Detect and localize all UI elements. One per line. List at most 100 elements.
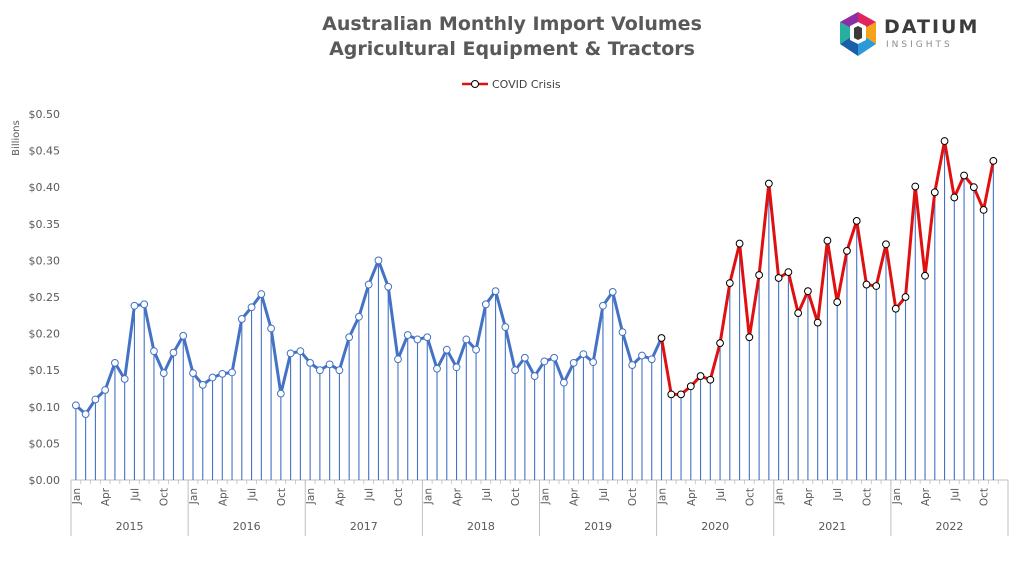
x-month-label: Jul bbox=[247, 488, 259, 502]
data-point-covid bbox=[823, 236, 832, 245]
data-point bbox=[423, 333, 432, 342]
x-year-label: 2019 bbox=[584, 520, 612, 533]
x-month-label: Jan bbox=[539, 488, 551, 505]
data-point bbox=[462, 335, 471, 344]
data-point bbox=[452, 363, 461, 372]
legend-covid-marker-icon bbox=[462, 80, 488, 88]
x-year-label: 2018 bbox=[467, 520, 495, 533]
data-point-covid bbox=[979, 205, 988, 214]
x-month-label: Jul bbox=[949, 488, 961, 502]
x-month-label: Apr bbox=[334, 487, 346, 506]
data-point bbox=[159, 369, 168, 378]
data-point bbox=[540, 357, 549, 366]
y-tick-label: $0.20 bbox=[29, 328, 61, 341]
data-point bbox=[198, 380, 207, 389]
y-tick-label: $0.00 bbox=[29, 474, 61, 487]
data-point-covid bbox=[921, 271, 929, 280]
data-point-covid bbox=[794, 309, 803, 318]
data-point-covid bbox=[804, 287, 812, 296]
logo-mark-icon bbox=[840, 12, 876, 56]
data-point bbox=[130, 301, 139, 310]
data-point bbox=[81, 410, 90, 419]
data-point bbox=[579, 350, 588, 358]
legend: COVID Crisis bbox=[462, 76, 561, 92]
x-month-label: Jul bbox=[832, 488, 844, 502]
x-year-label: 2015 bbox=[116, 520, 144, 533]
x-month-label: Oct bbox=[979, 488, 991, 506]
data-point-covid bbox=[989, 156, 998, 165]
data-point bbox=[247, 303, 256, 312]
data-point-covid bbox=[764, 179, 773, 188]
y-tick-label: $0.25 bbox=[29, 291, 61, 304]
data-point-covid bbox=[774, 274, 783, 282]
data-point bbox=[442, 345, 451, 354]
data-point-covid bbox=[950, 193, 959, 202]
legend-label: COVID Crisis bbox=[492, 77, 561, 91]
x-year-label: 2021 bbox=[818, 520, 846, 533]
data-point bbox=[91, 395, 100, 404]
data-point bbox=[267, 324, 275, 333]
data-point-covid bbox=[784, 268, 793, 277]
data-point bbox=[355, 312, 363, 321]
y-tick-label: $0.30 bbox=[29, 254, 61, 267]
x-month-label: Apr bbox=[452, 487, 464, 506]
x-month-label: Apr bbox=[920, 487, 932, 506]
data-point-covid bbox=[843, 246, 851, 255]
data-point bbox=[618, 328, 627, 337]
logo-subtitle: INSIGHTS bbox=[886, 40, 953, 50]
y-tick-label: $0.15 bbox=[29, 364, 61, 377]
x-month-label: Jul bbox=[715, 488, 727, 502]
x-month-label: Oct bbox=[159, 488, 171, 506]
data-point bbox=[140, 300, 149, 309]
data-point-covid bbox=[716, 339, 724, 348]
data-point bbox=[101, 386, 110, 394]
y-tick-label: $0.10 bbox=[29, 401, 61, 414]
x-month-label: Jan bbox=[71, 488, 83, 505]
data-point bbox=[638, 351, 646, 360]
chart-title: Australian Monthly Import Volumes Agricu… bbox=[0, 12, 1024, 62]
data-point bbox=[218, 369, 227, 378]
data-point bbox=[306, 358, 315, 367]
data-point bbox=[150, 347, 158, 356]
data-point-covid bbox=[833, 298, 842, 307]
y-tick-label: $0.50 bbox=[29, 108, 61, 121]
data-point-covid bbox=[706, 375, 715, 384]
x-month-label: Jan bbox=[657, 488, 669, 505]
x-month-label: Jan bbox=[422, 488, 434, 505]
data-point bbox=[433, 364, 441, 373]
x-month-label: Oct bbox=[627, 488, 639, 506]
data-point bbox=[501, 323, 510, 331]
x-month-label: Jan bbox=[188, 488, 200, 505]
data-point bbox=[179, 331, 188, 340]
data-point-covid bbox=[940, 137, 949, 145]
x-month-label: Apr bbox=[100, 487, 112, 506]
data-point bbox=[560, 378, 568, 387]
data-point bbox=[599, 301, 607, 310]
x-month-label: Jan bbox=[305, 488, 317, 505]
data-point-covid bbox=[852, 216, 861, 225]
data-point-covid bbox=[725, 279, 734, 287]
x-month-label: Apr bbox=[217, 487, 229, 506]
data-point bbox=[647, 355, 656, 364]
data-point bbox=[111, 358, 119, 367]
x-month-label: Oct bbox=[861, 488, 873, 506]
x-month-label: Jul bbox=[598, 488, 610, 502]
data-point bbox=[413, 335, 422, 344]
data-point-covid bbox=[745, 333, 754, 342]
data-point bbox=[384, 282, 393, 291]
data-point bbox=[120, 375, 129, 383]
x-year-label: 2020 bbox=[701, 520, 729, 533]
data-point bbox=[569, 358, 578, 367]
data-point bbox=[345, 333, 354, 342]
data-point-covid bbox=[813, 318, 822, 327]
data-point-covid bbox=[677, 390, 685, 399]
data-point bbox=[257, 290, 266, 298]
x-month-label: Oct bbox=[744, 488, 756, 506]
data-point bbox=[589, 358, 598, 367]
data-point-covid bbox=[882, 240, 890, 249]
data-point bbox=[530, 372, 539, 380]
data-point bbox=[550, 353, 559, 362]
data-point bbox=[511, 366, 519, 375]
x-month-label: Oct bbox=[276, 488, 288, 506]
